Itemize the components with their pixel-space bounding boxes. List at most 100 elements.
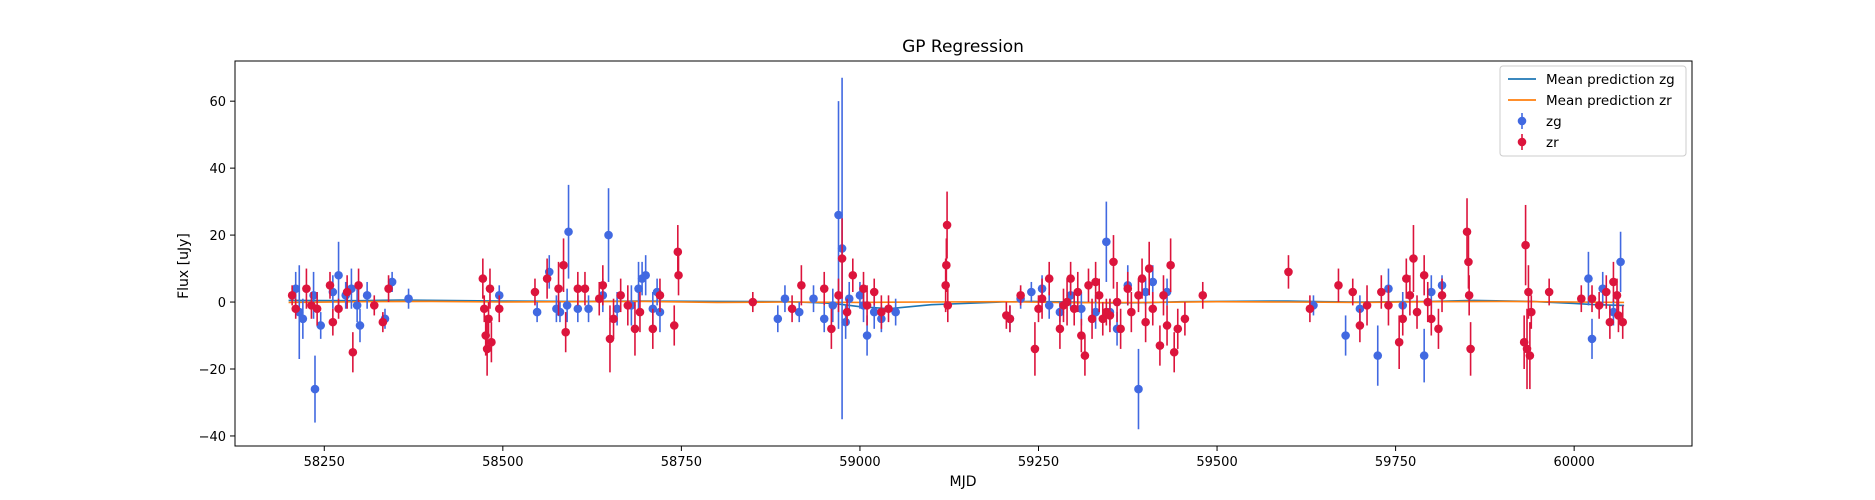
point-zr <box>1412 307 1422 317</box>
y-tick-label: 0 <box>218 296 226 311</box>
point-zr <box>354 281 363 290</box>
plot-area <box>287 77 1628 430</box>
point-zr <box>1155 341 1165 350</box>
point-zr <box>1524 287 1533 297</box>
point-zg <box>844 294 854 303</box>
legend-label: Mean prediction zr <box>1546 93 1672 109</box>
point-zg <box>1091 307 1100 317</box>
point-zr <box>369 301 379 310</box>
point-zr <box>302 284 311 293</box>
point-zr <box>1305 304 1315 314</box>
point-zr <box>869 287 879 297</box>
point-zg <box>555 307 565 317</box>
point-zr <box>1066 274 1075 283</box>
point-zr <box>837 254 847 263</box>
point-zr <box>1576 294 1586 303</box>
y-axis-label: Flux [uJy] <box>176 233 192 299</box>
point-zr <box>1127 307 1136 317</box>
point-zg <box>1044 301 1054 310</box>
y-tick-label: 60 <box>209 95 226 110</box>
point-zg <box>655 307 665 317</box>
point-zr <box>1109 257 1118 267</box>
point-zr <box>1405 291 1415 300</box>
point-zg <box>828 301 838 310</box>
point-zg <box>291 284 301 293</box>
point-zr <box>1073 287 1083 297</box>
point-zr <box>1134 291 1143 300</box>
point-zr <box>674 270 683 280</box>
point-zr <box>1594 301 1604 310</box>
point-zr <box>334 304 343 314</box>
point-zg <box>834 210 843 220</box>
point-zg <box>773 314 783 324</box>
point-zr <box>1544 287 1554 297</box>
y-tick-label: 20 <box>209 229 226 244</box>
point-zr <box>1409 254 1418 263</box>
point-zr <box>1137 274 1147 283</box>
point-zr <box>1037 294 1047 303</box>
legend-box <box>1499 65 1687 157</box>
point-zg <box>1616 257 1625 267</box>
point-zr <box>1005 314 1015 324</box>
point-zg <box>1148 277 1158 287</box>
point-zr <box>1384 301 1393 310</box>
point-zr <box>342 287 352 297</box>
point-zr <box>630 324 640 334</box>
point-zr <box>561 327 570 337</box>
point-zr <box>942 260 951 270</box>
point-zr <box>1614 311 1623 320</box>
point-zg <box>1427 287 1436 297</box>
point-zr <box>1084 281 1093 290</box>
point-zr <box>1398 314 1408 324</box>
point-zg <box>1587 334 1597 344</box>
x-tick-label: 59500 <box>1196 455 1237 470</box>
point-zr <box>1055 324 1065 334</box>
point-zr <box>494 304 504 314</box>
point-zg <box>316 321 326 330</box>
point-zr <box>1348 287 1358 297</box>
point-zg <box>1027 287 1036 297</box>
point-zg <box>841 317 850 327</box>
point-zg <box>634 284 643 293</box>
point-zr <box>1112 297 1122 307</box>
point-zr <box>485 284 495 293</box>
point-zg <box>352 301 362 310</box>
point-zr <box>834 291 843 300</box>
point-zr <box>1077 331 1086 340</box>
point-zr <box>848 270 858 280</box>
point-zg <box>573 304 583 314</box>
point-zg <box>584 304 593 314</box>
point-zr <box>1159 291 1168 300</box>
point-zr <box>328 317 338 327</box>
point-zr <box>484 314 493 324</box>
point-zr <box>842 307 852 317</box>
point-zr <box>1123 284 1133 293</box>
point-zr <box>1434 324 1443 334</box>
point-zr <box>1394 337 1404 347</box>
point-zr <box>1198 291 1208 300</box>
point-zr <box>1098 314 1108 324</box>
point-zg <box>1341 331 1350 340</box>
point-zr <box>1466 344 1475 354</box>
point-zr <box>1044 274 1054 283</box>
legend-label: zr <box>1546 135 1559 151</box>
point-zg <box>1584 274 1593 283</box>
point-zr <box>1402 274 1411 283</box>
legend-label: zg <box>1546 114 1562 130</box>
point-zg <box>1419 351 1429 360</box>
point-zr <box>1377 287 1386 297</box>
y-tick-label: 40 <box>209 162 226 177</box>
point-zg <box>355 321 365 330</box>
legend-swatch-marker <box>1517 137 1527 147</box>
point-zr <box>479 304 489 314</box>
point-zg <box>604 230 613 240</box>
point-zr <box>605 334 615 344</box>
point-zr <box>291 304 301 314</box>
point-zr <box>1166 260 1175 270</box>
point-zr <box>530 287 540 297</box>
point-zr <box>1162 321 1172 330</box>
point-zr <box>1427 314 1436 324</box>
point-zr <box>1173 324 1183 334</box>
point-zr <box>312 304 322 314</box>
